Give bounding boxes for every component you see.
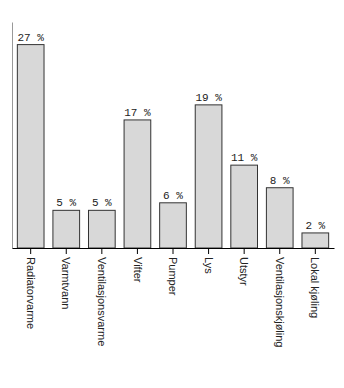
bar bbox=[302, 233, 329, 248]
bar bbox=[88, 210, 115, 248]
x-tick-mark bbox=[244, 248, 245, 254]
x-tick-mark bbox=[137, 248, 138, 254]
x-tick-label: Varmtvann bbox=[60, 257, 72, 309]
data-label: 27 % bbox=[17, 32, 44, 44]
data-label: 19 % bbox=[195, 92, 222, 104]
data-labels: 27 % 5 % 5 % 17 % 6 % 19 % 11 % 8 % 2 % bbox=[17, 32, 325, 232]
x-tick-label: Utstyr bbox=[238, 257, 250, 286]
plot: Radiatorvarme Varmtvann Ventilasjonsvarme V… bbox=[13, 23, 335, 348]
x-tick-mark bbox=[315, 248, 316, 254]
x-tick: Lys bbox=[203, 248, 215, 274]
x-axis: Radiatorvarme Varmtvann Ventilasjonsvarme V… bbox=[13, 248, 335, 348]
chart: Radiatorvarme Varmtvann Ventilasjonsvarme V… bbox=[0, 0, 344, 388]
x-tick-mark bbox=[173, 248, 174, 254]
x-tick: Utstyr bbox=[238, 248, 250, 286]
x-tick-label: Pumper bbox=[167, 257, 179, 296]
x-tick-label: Radiatorvarme bbox=[25, 257, 37, 329]
x-tick: Lokal kjøling bbox=[309, 248, 321, 318]
data-label: 5 % bbox=[56, 197, 76, 209]
x-tick: Pumper bbox=[167, 248, 179, 296]
x-tick-mark bbox=[30, 248, 31, 254]
x-tick-mark bbox=[66, 248, 67, 254]
bar bbox=[124, 120, 151, 248]
bar bbox=[195, 105, 222, 248]
x-tick-mark bbox=[208, 248, 209, 254]
data-label: 2 % bbox=[305, 220, 325, 232]
bar bbox=[266, 188, 293, 248]
y-axis bbox=[12, 23, 13, 249]
x-tick: Vifter bbox=[132, 248, 144, 283]
bar bbox=[17, 45, 44, 248]
x-tick-mark bbox=[101, 248, 102, 254]
x-tick: Varmtvann bbox=[60, 248, 72, 309]
x-tick: Ventilasjonsvarme bbox=[96, 248, 108, 346]
bar bbox=[53, 210, 80, 248]
data-label: 6 % bbox=[163, 190, 183, 202]
data-label: 17 % bbox=[124, 107, 151, 119]
x-tick-mark bbox=[279, 248, 280, 254]
x-tick-label: Ventilasjonskjøling bbox=[274, 257, 286, 348]
bars bbox=[17, 45, 328, 248]
x-tick: Ventilasjonskjøling bbox=[274, 248, 286, 348]
data-label: 8 % bbox=[270, 175, 290, 187]
bar bbox=[231, 165, 258, 248]
x-tick: Radiatorvarme bbox=[25, 248, 37, 329]
x-tick-label: Ventilasjonsvarme bbox=[96, 257, 108, 346]
x-tick-label: Vifter bbox=[132, 257, 144, 283]
bar bbox=[160, 203, 187, 248]
x-tick-label: Lys bbox=[203, 257, 215, 274]
data-label: 11 % bbox=[231, 152, 258, 164]
x-tick-label: Lokal kjøling bbox=[309, 257, 321, 318]
data-label: 5 % bbox=[92, 197, 112, 209]
y-axis-line bbox=[12, 23, 13, 249]
